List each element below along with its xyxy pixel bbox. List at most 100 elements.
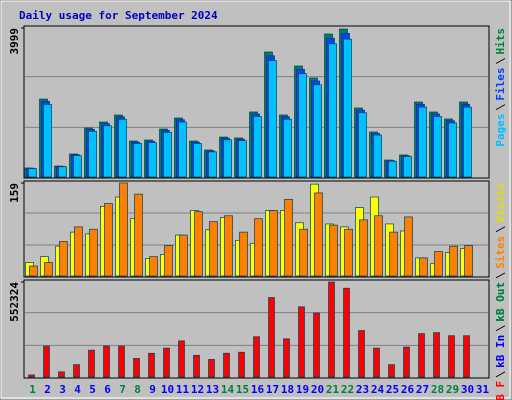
x-tick-label: 14 bbox=[221, 383, 235, 396]
bar bbox=[148, 352, 155, 378]
bar bbox=[223, 139, 232, 178]
x-tick-label: 18 bbox=[281, 383, 294, 396]
bar bbox=[58, 166, 67, 178]
x-tick-label: 1 bbox=[29, 383, 36, 396]
bar bbox=[268, 60, 277, 178]
legend-separator bbox=[495, 325, 506, 332]
bar bbox=[344, 228, 353, 277]
bar bbox=[358, 112, 367, 178]
bar bbox=[433, 332, 440, 378]
bar bbox=[403, 156, 412, 178]
bar bbox=[133, 143, 142, 178]
bar bbox=[28, 374, 35, 378]
bar bbox=[253, 336, 260, 378]
x-tick-label: 15 bbox=[236, 383, 249, 396]
bar bbox=[464, 245, 473, 277]
bar bbox=[359, 219, 368, 277]
bar bbox=[88, 349, 95, 378]
x-tick-label: 11 bbox=[176, 383, 190, 396]
x-tick-label: 28 bbox=[431, 383, 444, 396]
bar bbox=[299, 228, 308, 277]
legend-label: kB F bbox=[494, 381, 507, 400]
bar bbox=[403, 346, 410, 378]
bar bbox=[329, 224, 338, 277]
bar bbox=[463, 335, 470, 378]
bar bbox=[238, 140, 247, 178]
x-tick-label: 22 bbox=[341, 383, 354, 396]
bar bbox=[418, 333, 425, 378]
bar bbox=[314, 192, 323, 277]
bar bbox=[358, 330, 365, 378]
bar bbox=[254, 218, 263, 277]
bar bbox=[164, 245, 173, 277]
bar bbox=[74, 226, 83, 277]
bar bbox=[404, 216, 413, 277]
bar bbox=[149, 256, 158, 277]
bar bbox=[73, 155, 82, 178]
x-tick-label: 8 bbox=[134, 383, 141, 396]
bar bbox=[59, 241, 68, 277]
x-tick-label: 29 bbox=[446, 383, 459, 396]
bar bbox=[209, 221, 218, 277]
x-tick-label: 4 bbox=[74, 383, 81, 396]
x-tick-label: 24 bbox=[371, 383, 385, 396]
bar bbox=[433, 116, 442, 178]
y-tick-label: 3999 bbox=[8, 28, 21, 55]
bar bbox=[193, 143, 202, 178]
x-tick-label: 31 bbox=[476, 383, 490, 396]
bar bbox=[163, 131, 172, 178]
bar bbox=[343, 287, 350, 378]
bar bbox=[193, 354, 200, 378]
bar bbox=[208, 359, 215, 378]
legend-separator bbox=[495, 226, 506, 233]
bar bbox=[28, 168, 37, 178]
x-tick-label: 9 bbox=[149, 383, 156, 396]
bar bbox=[434, 251, 443, 277]
bar bbox=[178, 340, 185, 378]
bar bbox=[463, 106, 472, 178]
bar bbox=[373, 134, 382, 178]
bar bbox=[103, 345, 110, 378]
bar bbox=[43, 104, 52, 178]
legend-separator bbox=[495, 272, 506, 279]
y-tick-label: 552324 bbox=[8, 282, 21, 322]
legend-label: Files bbox=[494, 68, 507, 101]
bar bbox=[313, 84, 322, 178]
bar bbox=[134, 193, 143, 277]
x-tick-label: 30 bbox=[461, 383, 474, 396]
bar bbox=[104, 203, 113, 277]
bar bbox=[89, 228, 98, 277]
legend-separator bbox=[495, 104, 506, 111]
x-tick-label: 25 bbox=[386, 383, 399, 396]
bar bbox=[283, 118, 292, 178]
bar bbox=[29, 265, 38, 277]
bar bbox=[133, 358, 140, 378]
bar bbox=[103, 125, 112, 178]
bar bbox=[328, 281, 335, 378]
bar bbox=[388, 160, 397, 178]
x-tick-label: 20 bbox=[311, 383, 324, 396]
legend-label: Hits bbox=[494, 28, 507, 55]
x-tick-label: 10 bbox=[161, 383, 174, 396]
bar bbox=[43, 345, 50, 378]
x-tick-label: 17 bbox=[266, 383, 279, 396]
x-tick-label: 23 bbox=[356, 383, 369, 396]
bar bbox=[268, 297, 275, 378]
legend-label: kB In bbox=[494, 335, 507, 368]
x-tick-label: 12 bbox=[191, 383, 204, 396]
bar bbox=[88, 131, 97, 178]
x-tick-label: 5 bbox=[89, 383, 96, 396]
x-tick-label: 13 bbox=[206, 383, 219, 396]
x-tick-label: 27 bbox=[416, 383, 429, 396]
x-tick-label: 3 bbox=[59, 383, 66, 396]
bar bbox=[179, 234, 188, 277]
bar bbox=[73, 364, 80, 378]
legend-separator bbox=[495, 58, 506, 64]
bar bbox=[194, 211, 203, 277]
bar bbox=[389, 231, 398, 277]
x-tick-label: 16 bbox=[251, 383, 265, 396]
bar bbox=[118, 345, 125, 378]
bar bbox=[253, 116, 262, 178]
x-tick-label: 26 bbox=[401, 383, 415, 396]
